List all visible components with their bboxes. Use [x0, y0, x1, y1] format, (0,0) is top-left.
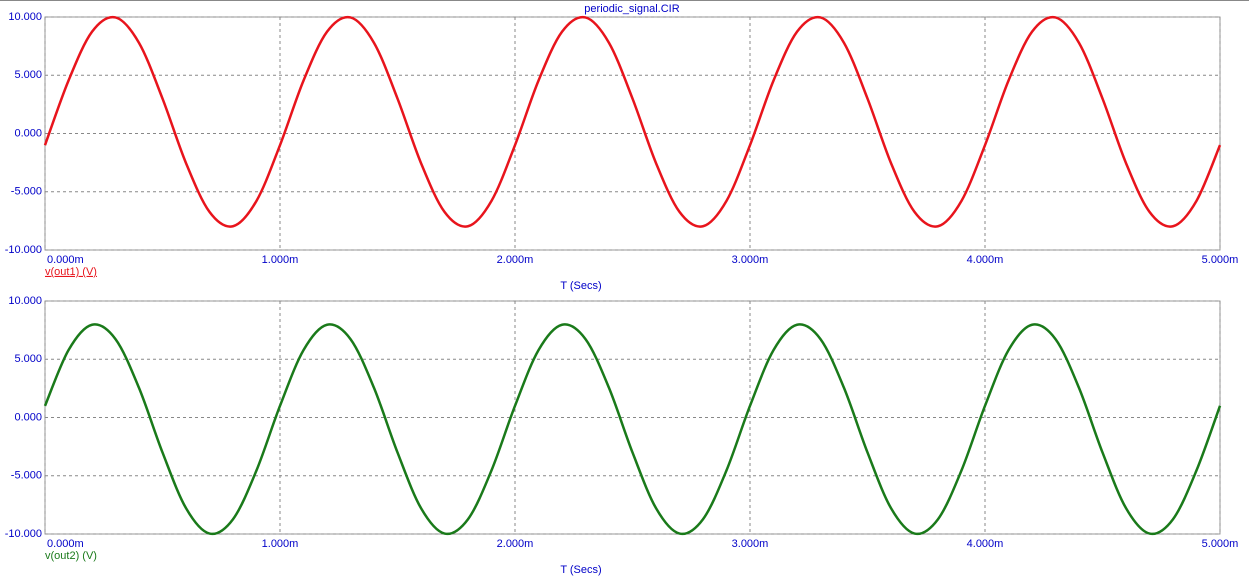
x-tick-label: 2.000m — [497, 254, 534, 266]
legend-entry: v(out1) (V) — [45, 266, 97, 278]
x-tick-label: 1.000m — [262, 254, 299, 266]
y-tick-label: 0.000 — [14, 411, 42, 423]
x-tick-label: 4.000m — [967, 254, 1004, 266]
x-axis-label: T (Secs) — [560, 564, 601, 576]
chart-title: periodic_signal.CIR — [584, 3, 679, 15]
x-tick-label: 5.000m — [1202, 538, 1239, 550]
series-line — [43, 323, 1222, 536]
x-tick-label: 5.000m — [1202, 254, 1239, 266]
y-tick-label: -5.000 — [11, 186, 42, 198]
x-tick-label: 1.000m — [262, 538, 299, 550]
series-line — [43, 15, 1222, 228]
x-tick-label: 3.000m — [732, 254, 769, 266]
y-tick-label: 10.000 — [8, 295, 42, 307]
y-tick-label: -10.000 — [5, 528, 42, 540]
x-tick-label: 0.000m — [47, 254, 84, 266]
x-tick-label: 0.000m — [47, 538, 84, 550]
legend-entry: v(out2) (V) — [45, 550, 97, 562]
y-tick-label: -5.000 — [11, 470, 42, 482]
x-tick-label: 4.000m — [967, 538, 1004, 550]
y-tick-label: 5.000 — [14, 69, 42, 81]
x-tick-label: 2.000m — [497, 538, 534, 550]
y-tick-label: -10.000 — [5, 244, 42, 256]
y-tick-label: 0.000 — [14, 127, 42, 139]
y-tick-label: 10.000 — [8, 11, 42, 23]
y-tick-label: 5.000 — [14, 353, 42, 365]
x-tick-label: 3.000m — [732, 538, 769, 550]
x-axis-label: T (Secs) — [560, 280, 601, 292]
